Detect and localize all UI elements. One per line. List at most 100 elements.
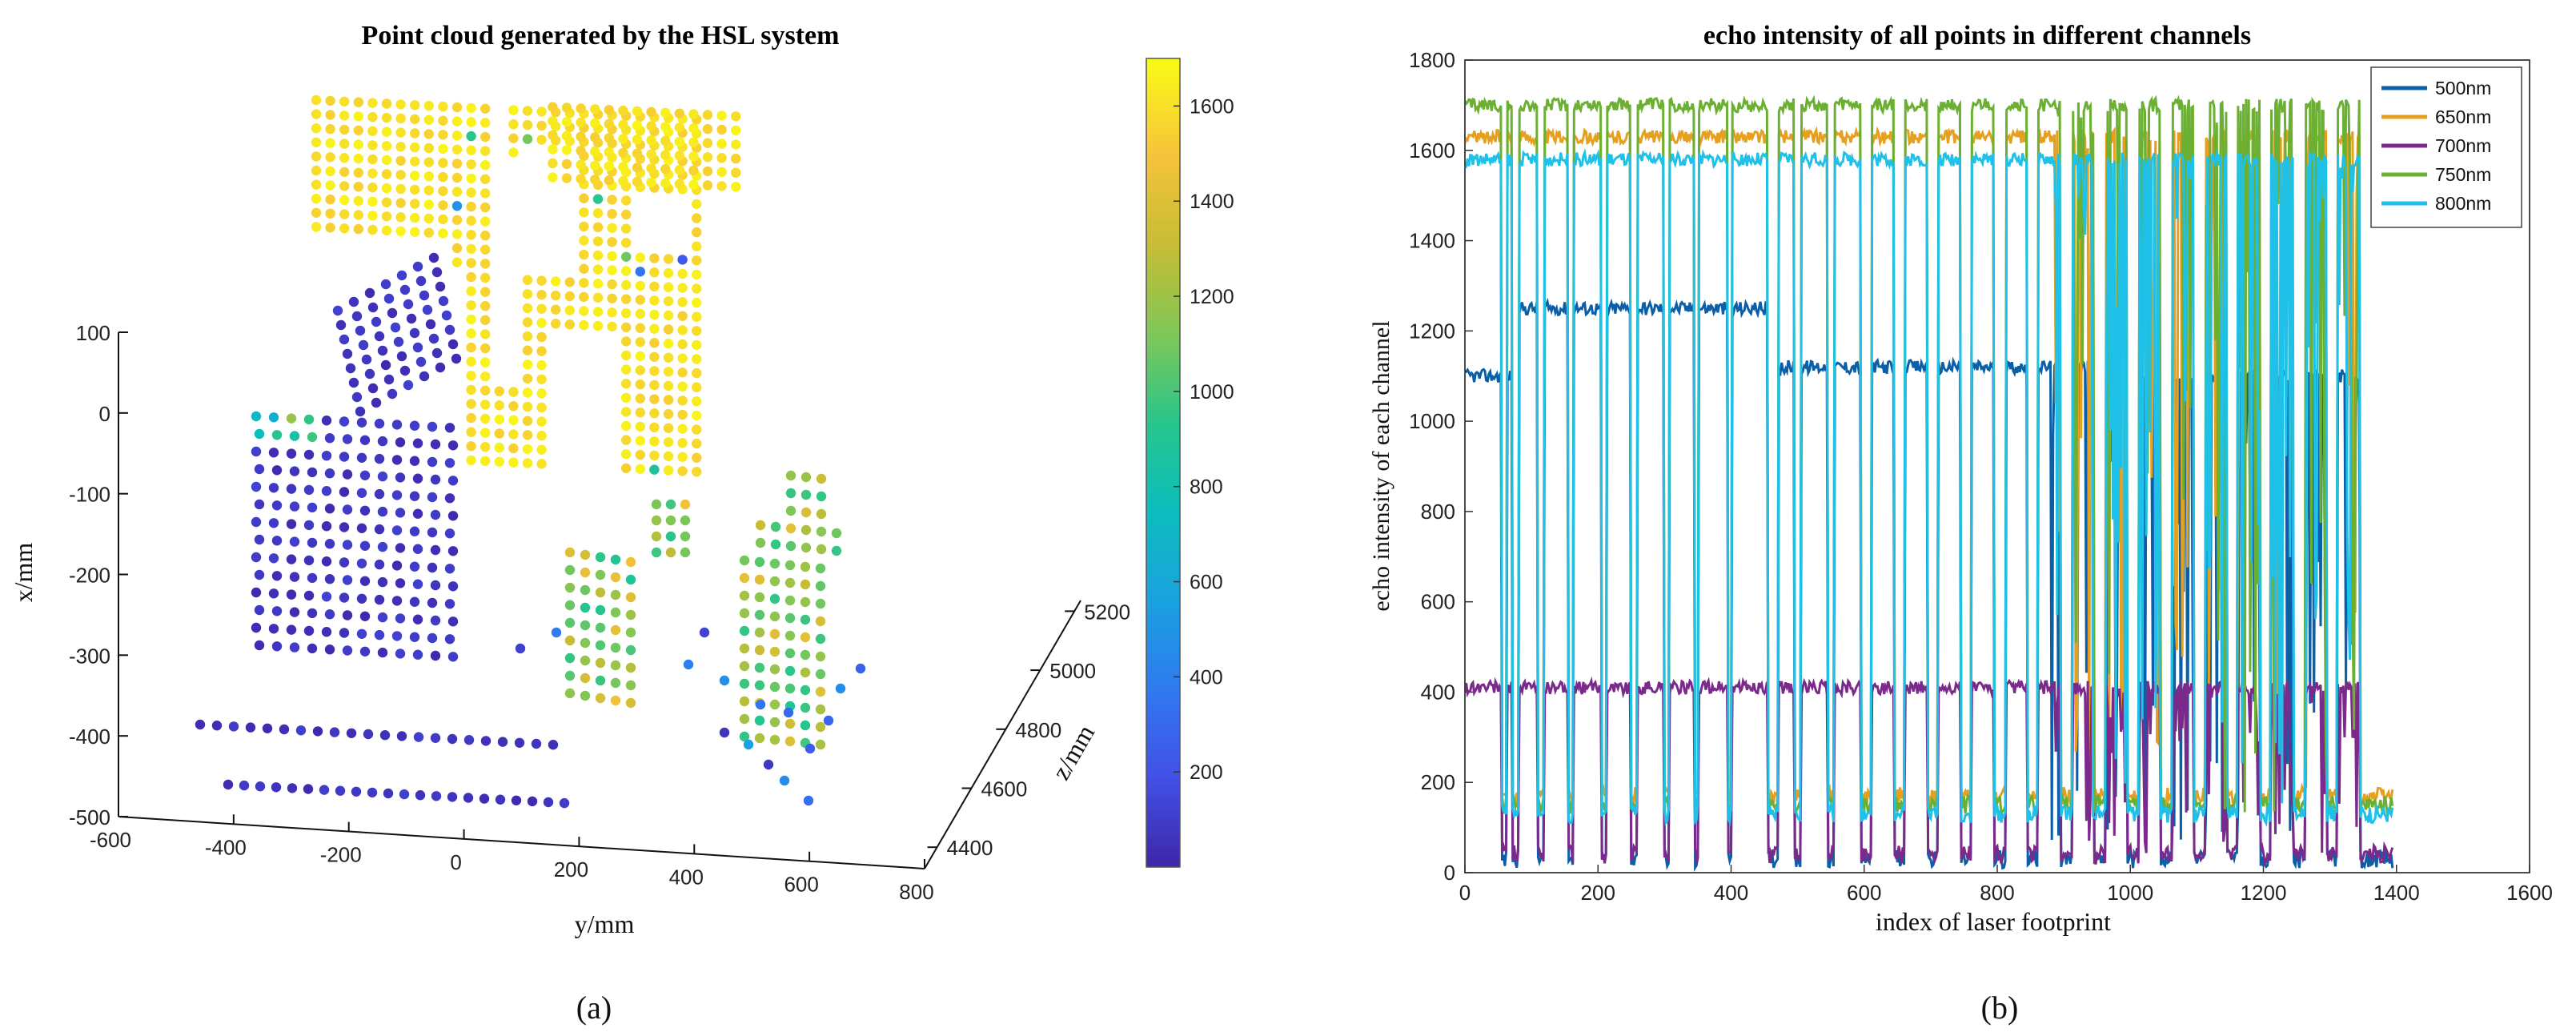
point [374, 629, 385, 640]
point [702, 123, 713, 135]
point [576, 146, 586, 156]
point [769, 558, 780, 569]
point [564, 564, 576, 576]
point [383, 293, 395, 304]
point [610, 660, 621, 671]
point [635, 308, 645, 319]
point [564, 305, 575, 315]
point [739, 555, 750, 566]
point [228, 721, 239, 732]
point [522, 458, 533, 468]
point [466, 412, 476, 424]
point [607, 195, 617, 205]
point [447, 546, 459, 556]
point [692, 467, 702, 477]
point [692, 354, 702, 364]
point [377, 576, 388, 588]
point [785, 505, 796, 516]
point [466, 230, 476, 240]
point [480, 146, 491, 156]
point [423, 101, 434, 111]
panel-a-ylabel: x/mm [9, 543, 38, 603]
point [692, 367, 702, 379]
tick-label: 200 [554, 857, 588, 881]
point [692, 452, 702, 463]
point [451, 201, 463, 211]
point [607, 293, 617, 303]
point [381, 211, 392, 222]
point [635, 408, 645, 418]
panel-a-label: (a) [576, 990, 612, 1026]
point [769, 699, 780, 710]
point [480, 442, 491, 452]
point [289, 501, 300, 512]
point [692, 311, 702, 322]
point [262, 723, 273, 733]
legend-item-label: 800nm [2435, 193, 2491, 214]
point [451, 131, 463, 141]
point [508, 147, 519, 158]
point [435, 281, 446, 292]
point [367, 211, 378, 221]
point [412, 544, 423, 554]
point [621, 322, 632, 332]
series-line-800nm [1465, 147, 2394, 828]
point [409, 456, 420, 466]
point [692, 424, 702, 435]
tick-label: 4600 [981, 777, 1028, 801]
point [651, 499, 662, 510]
tick-label: -400 [205, 835, 247, 859]
point [391, 490, 403, 500]
point [307, 432, 318, 443]
point [800, 720, 811, 731]
point [579, 319, 589, 331]
point [311, 222, 322, 232]
point [427, 527, 438, 538]
point [604, 175, 614, 186]
point [303, 625, 315, 636]
point [576, 159, 586, 170]
point [649, 464, 660, 475]
point [415, 356, 427, 367]
point [374, 418, 385, 429]
point [784, 648, 796, 659]
point [610, 695, 621, 706]
point [286, 413, 297, 424]
point [380, 359, 391, 371]
tick-label: -400 [69, 725, 110, 749]
point [702, 152, 713, 163]
point [466, 356, 476, 367]
point [590, 132, 600, 143]
point [536, 318, 547, 328]
point [342, 575, 353, 585]
point [271, 465, 283, 476]
point [494, 414, 504, 425]
point [466, 215, 476, 226]
point [635, 351, 645, 362]
point [325, 110, 335, 120]
point [564, 547, 576, 558]
tick-label: 800 [899, 880, 933, 904]
point [351, 786, 362, 797]
point [815, 721, 826, 733]
point [683, 659, 694, 670]
point [692, 326, 702, 336]
point [356, 523, 367, 533]
point [688, 137, 699, 147]
point [480, 413, 491, 424]
point [804, 743, 816, 754]
point [339, 181, 350, 191]
point [311, 179, 322, 190]
point [754, 715, 765, 726]
point [466, 102, 476, 114]
point [785, 488, 796, 499]
point [522, 303, 533, 314]
point [536, 106, 547, 117]
point [543, 797, 554, 808]
point [663, 367, 674, 377]
point [785, 470, 796, 481]
point [508, 133, 519, 143]
point [353, 195, 363, 207]
point [412, 649, 423, 660]
tick-label: 5000 [1049, 659, 1096, 683]
